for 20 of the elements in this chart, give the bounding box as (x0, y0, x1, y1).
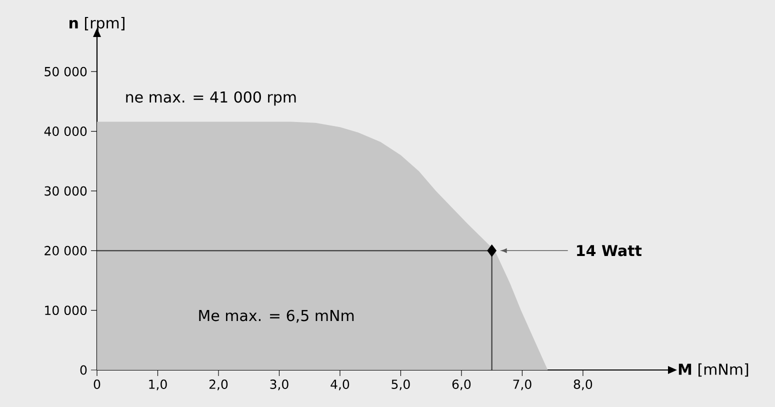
y-tick-label: 30 000 (44, 186, 87, 196)
annotation: ne max. = 41 000 rpm (126, 91, 296, 106)
x-tick-label: 1,0 (149, 380, 167, 390)
y-tick-label: 10 000 (45, 306, 87, 316)
annotation: Me max. = 6,5 mNm (199, 310, 354, 323)
y-tick-label: 20 000 (44, 246, 87, 256)
x-tick-label: 0 (94, 380, 100, 389)
x-tick-label: 8,0 (574, 380, 592, 390)
y-tick-label: 40 000 (44, 126, 87, 136)
x-tick-label: 4,0 (330, 380, 350, 390)
x-tick-label: 5,0 (392, 380, 410, 390)
annotation: 14 Watt (577, 245, 642, 256)
x-tick-label: 3,0 (270, 380, 288, 390)
x-tick-label: 6,0 (452, 380, 471, 390)
y-tick-label: 50 000 (44, 66, 87, 76)
y-axis-title: n [rpm] (70, 16, 124, 32)
y-tick-label: 0 (80, 365, 87, 375)
x-tick-label: 2,0 (209, 380, 228, 390)
x-tick-label: 7,0 (513, 380, 532, 390)
x-axis-title: M [mNm] (678, 363, 748, 377)
